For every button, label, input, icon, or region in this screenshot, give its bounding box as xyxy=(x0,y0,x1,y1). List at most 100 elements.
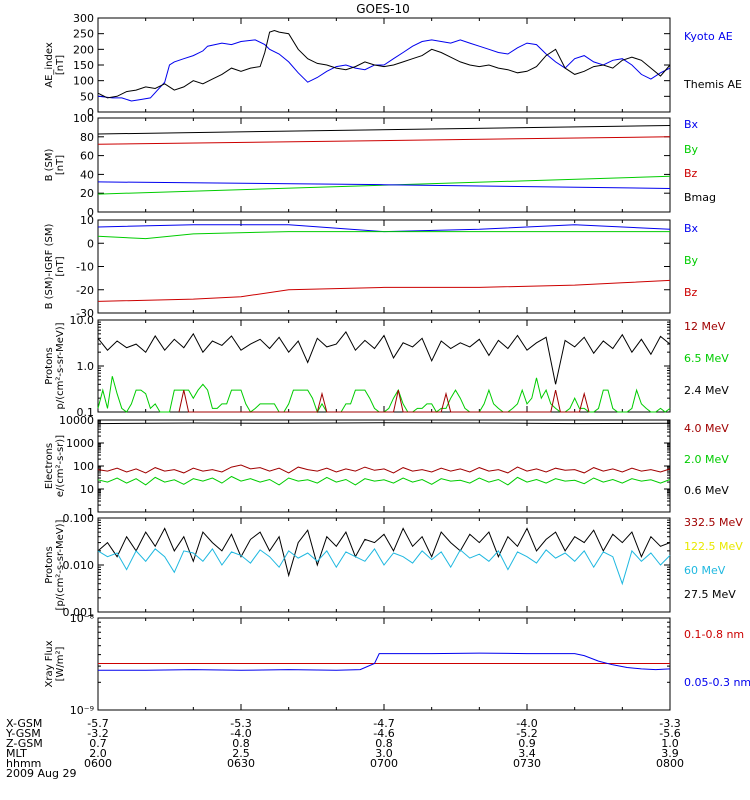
series-bz xyxy=(97,136,671,145)
y-tick-label: 20 xyxy=(80,187,94,200)
ephemeris-value: -5.6 xyxy=(659,727,680,740)
row-label: MLT xyxy=(6,747,27,760)
y-axis-label: B (SM) xyxy=(44,148,55,181)
y-axis-label: Electrons xyxy=(44,443,55,489)
y-tick-label: 80 xyxy=(80,131,94,144)
legend-entry: By xyxy=(684,254,699,267)
ephemeris-value: -5.2 xyxy=(516,727,537,740)
series-2-4-mev xyxy=(97,330,671,385)
row-label: Y-GSM xyxy=(5,727,41,740)
y-axis-label: [nT] xyxy=(55,256,66,276)
series-themis-ae xyxy=(97,29,671,99)
y-axis-label: e/(cm²-s-sr)] xyxy=(55,435,66,497)
ephemeris-value: 2.0 xyxy=(89,747,107,760)
y-tick-label: 100 xyxy=(73,460,94,473)
y-tick-label: 10000 xyxy=(59,414,94,427)
ephemeris-value: 0800 xyxy=(656,757,684,770)
panel-ae: 300 250 200 150 100 50 0 AE_index [nT] Kyoto AE Th… xyxy=(44,12,742,119)
y-axis-label: Xray Flux xyxy=(44,640,55,687)
legend-entry: 122.5 MeV xyxy=(684,540,743,553)
y-tick-label: 10 xyxy=(80,483,94,496)
series-60-mev xyxy=(97,548,671,586)
y-axis-label: [p/(cm²-s-sr-MeV)] xyxy=(55,519,66,610)
y-axis-label: [nT] xyxy=(55,55,66,75)
ephemeris-value: 0700 xyxy=(370,757,398,770)
legend-entry: 60 MeV xyxy=(684,564,726,577)
y-tick-label: 0 xyxy=(87,206,94,219)
series-bmag xyxy=(97,125,671,135)
legend-entry: 332.5 MeV xyxy=(684,516,743,529)
y-axis-label: [nT] xyxy=(55,155,66,175)
legend-entry: 2.0 MeV xyxy=(684,453,729,466)
ephemeris-value: 1.0 xyxy=(661,737,679,750)
y-tick-label: -30 xyxy=(76,307,94,320)
y-tick-label: 10 xyxy=(80,214,94,227)
ephemeris-value: 0.8 xyxy=(232,737,250,750)
legend-entry: 0.05-0.3 nm xyxy=(684,676,750,689)
panel-bmigrf: 10 0 -10 -20 -30 B (SM)-IGRF (SM) [nT] Bx By Bz xyxy=(44,214,699,320)
panel-protons2: 0.100 0.010 0.001 Protons [p/(cm²-s-sr-MeV)]… xyxy=(44,512,743,619)
y-tick-label: 1.0 xyxy=(77,360,95,373)
y-tick-label: 1 xyxy=(87,506,94,519)
row-label: hhmm xyxy=(6,757,41,770)
y-tick-label: 40 xyxy=(80,168,94,181)
ephemeris-value: -4.6 xyxy=(373,727,394,740)
y-tick-label: 0.100 xyxy=(63,512,95,525)
y-tick-label: -10 xyxy=(76,261,94,274)
ephemeris-value: 0730 xyxy=(513,757,541,770)
y-tick-label: 50 xyxy=(80,90,94,103)
y-tick-label: 100 xyxy=(73,112,94,125)
panel-xray: 10⁻⁸ 10⁻⁹ Xray Flux [W/m²] 0.1-0.8 nm 0.05-0.… xyxy=(44,612,750,717)
legend-entry: Bmag xyxy=(684,191,716,204)
ephemeris-value: 0630 xyxy=(227,757,255,770)
y-tick-label: 150 xyxy=(73,59,94,72)
series-bx xyxy=(97,181,671,189)
series-2-0-mev xyxy=(97,475,671,486)
ephemeris-value: -5.3 xyxy=(230,717,251,730)
y-tick-label: 10⁻⁹ xyxy=(70,704,94,717)
y-tick-label: 0.1 xyxy=(77,406,95,419)
panel-frame xyxy=(97,419,671,513)
y-tick-label: 1000 xyxy=(66,437,94,450)
legend-entry: 2.4 MeV xyxy=(684,384,729,397)
legend-entry: 0.6 MeV xyxy=(684,484,729,497)
ephemeris-value: 2.5 xyxy=(232,747,250,760)
series-0-6-mev xyxy=(97,422,671,425)
panel-bsm: 100 80 60 40 20 0 B (SM) [nT] Bx By Bz Bmag xyxy=(44,112,716,219)
ephemeris-value: -4.0 xyxy=(230,727,251,740)
ephemeris-value: 0600 xyxy=(84,757,112,770)
series-by xyxy=(97,231,670,240)
ephemeris-value: -3.3 xyxy=(659,717,680,730)
y-tick-label: 0.010 xyxy=(63,559,95,572)
ephemeris-value: 3.0 xyxy=(375,747,393,760)
row-label: X-GSM xyxy=(6,717,42,730)
legend-entry: By xyxy=(684,143,699,156)
legend-entry: 0.1-0.8 nm xyxy=(684,628,744,641)
plot-title: GOES-10 xyxy=(356,2,410,16)
legend-entry: Themis AE xyxy=(683,78,742,91)
legend-entry: Bz xyxy=(684,167,698,180)
y-tick-label: 0.001 xyxy=(63,606,95,619)
ephemeris-value: -5.7 xyxy=(87,717,108,730)
series-12-mev xyxy=(178,389,590,413)
legend-entry: Bx xyxy=(684,222,699,235)
series-4-0-mev xyxy=(97,464,671,474)
legend-entry: 4.0 MeV xyxy=(684,422,729,435)
panel-frame xyxy=(97,117,671,213)
series-0-05-0-3-nm xyxy=(98,652,671,671)
panel-electrons: 10000 1000 100 10 1 Electrons e/(cm²-s-sr)] 4.0… xyxy=(44,414,729,519)
legend-entry: Bz xyxy=(684,286,698,299)
y-axis-label: AE_index xyxy=(44,42,55,88)
legend-entry: 6.5 MeV xyxy=(684,352,729,365)
y-tick-label: 10.0 xyxy=(70,314,95,327)
y-tick-label: 200 xyxy=(73,43,94,56)
y-tick-label: 100 xyxy=(73,75,94,88)
y-tick-label: 0 xyxy=(87,237,94,250)
row-label: 2009 Aug 29 xyxy=(6,767,76,780)
panel-protons1: 10.0 1.0 0.1 Protons p/(cm²-s-sr-MeV)] 12 MeV… xyxy=(44,314,729,419)
y-axis-label: Protons xyxy=(44,546,55,583)
ephemeris-value: -4.0 xyxy=(516,717,537,730)
panel-frame xyxy=(97,319,671,413)
ephemeris-value: 0.9 xyxy=(518,737,536,750)
